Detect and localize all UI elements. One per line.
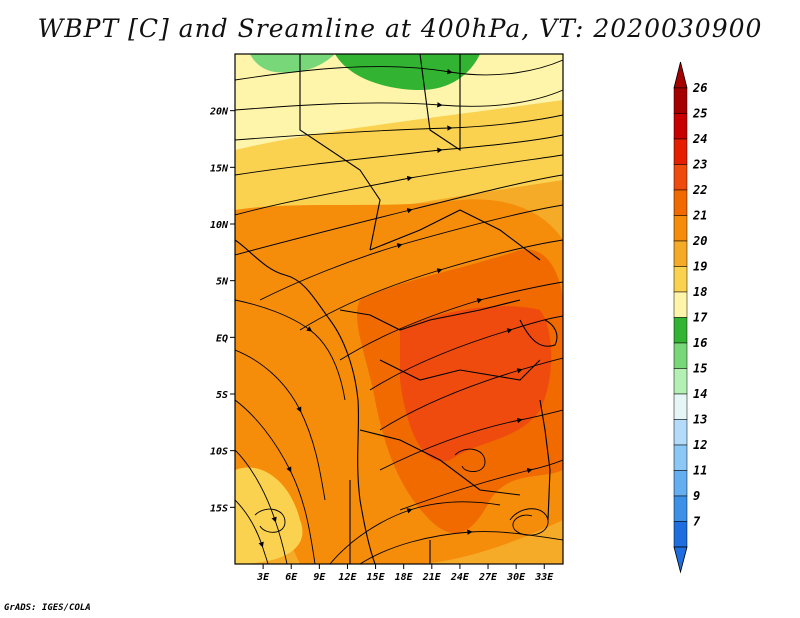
- colorbar-label: 25: [692, 107, 707, 121]
- border-line: [299, 54, 381, 251]
- streamline: [235, 114, 563, 141]
- streamline: [235, 499, 269, 564]
- map-title: WBPT [C] and Sreamline at 400hPa, VT: 20…: [37, 14, 763, 43]
- colorbar-label: 14: [693, 387, 707, 401]
- colorbar-swatch: [673, 240, 688, 267]
- coastline-west: [235, 239, 376, 564]
- colorbar-label: 9: [693, 489, 700, 503]
- streamline: [299, 239, 563, 331]
- lon-tick-label: 3E: [256, 572, 270, 583]
- colorbar-label: 18: [693, 285, 707, 299]
- colorbar-swatch: [673, 164, 688, 191]
- colorbar-label: 26: [692, 81, 707, 95]
- lon-tick-label: 30E: [506, 572, 526, 583]
- longitude-axis: 3E 6E 9E 12E 15E 18E 21E 24E 27E 30E 33E: [256, 564, 554, 583]
- colorbar-swatch: [673, 342, 688, 369]
- colorbar-label: 12: [693, 438, 707, 452]
- streamline: [235, 349, 326, 501]
- colorbar-swatch: [673, 419, 688, 446]
- streamline: [235, 399, 316, 564]
- colorbar-label: 11: [693, 464, 707, 478]
- colorbar-swatch: [673, 138, 688, 165]
- colorbar-swatch: [673, 495, 688, 522]
- colorbar-label: 19: [693, 260, 707, 274]
- streamline: [369, 315, 563, 391]
- country-borders: [235, 54, 558, 564]
- map-frame: [234, 53, 564, 565]
- colorbar-label: 17: [693, 311, 708, 325]
- field-green-north: [335, 54, 480, 90]
- colorbar-label: 15: [693, 362, 707, 376]
- colorbar-swatch: [673, 266, 688, 293]
- border-line: [359, 429, 521, 496]
- colorbar: 26 25 24 23 22 21 20 19 18 17 16 15 14 13 12 11 9 7: [673, 61, 708, 574]
- lat-tick-label: EQ: [216, 333, 228, 344]
- streamline: [235, 174, 563, 256]
- field-red-orange: [400, 306, 552, 462]
- colorbar-label: 16: [693, 336, 707, 350]
- lon-tick-label: 15E: [367, 572, 386, 583]
- lon-tick-label: 24E: [450, 572, 470, 583]
- field-light-green-north: [250, 54, 335, 73]
- colorbar-under-arrow: [673, 546, 688, 574]
- colorbar-label: 20: [692, 234, 707, 248]
- streamline: [339, 281, 563, 361]
- wbpt-shaded-field: [235, 54, 563, 564]
- streamline: [399, 459, 563, 511]
- border-line: [379, 359, 541, 381]
- lat-tick-label: 5N: [216, 277, 229, 288]
- colorbar-swatch: [673, 113, 688, 140]
- grads-credit: GrADS: IGES/COLA: [4, 603, 91, 613]
- colorbar-swatch: [673, 368, 688, 395]
- colorbar-label: 7: [693, 515, 701, 529]
- border-line: [339, 299, 521, 331]
- colorbar-label: 22: [692, 183, 707, 197]
- colorbar-label: 24: [692, 132, 707, 146]
- colorbar-label: 21: [692, 209, 707, 223]
- colorbar-swatch: [673, 215, 688, 242]
- streamline: [235, 299, 346, 401]
- colorbar-swatch: [673, 317, 688, 344]
- streamline-vortex: [454, 448, 486, 472]
- colorbar-over-arrow: [673, 61, 688, 89]
- lon-tick-label: 18E: [395, 572, 414, 583]
- lat-tick-label: 10N: [210, 220, 229, 231]
- lon-tick-label: 27E: [478, 572, 498, 583]
- lon-tick-label: 21E: [422, 572, 442, 583]
- border-line: [519, 319, 558, 347]
- streamline: [235, 449, 288, 564]
- border-line: [419, 54, 461, 152]
- streamline: [235, 59, 563, 81]
- lat-tick-label: 15N: [210, 163, 229, 174]
- colorbar-swatch: [673, 291, 688, 318]
- streamline: [235, 134, 563, 176]
- colorbar-label: 23: [692, 158, 707, 172]
- field-yellow-southwest: [235, 467, 303, 564]
- colorbar-swatch: [673, 393, 688, 420]
- lat-tick-label: 5S: [216, 390, 228, 401]
- border-line: [369, 209, 541, 261]
- latitude-axis: 20N 15N 10N 5N EQ 5S 10S 15S: [209, 107, 235, 514]
- lon-tick-label: 33E: [534, 572, 554, 583]
- lon-tick-label: 9E: [313, 572, 326, 583]
- lat-tick-label: 20N: [209, 107, 229, 118]
- colorbar-swatch: [673, 444, 688, 471]
- streamline-vortex: [254, 508, 286, 533]
- colorbar-swatch: [673, 189, 688, 216]
- streamline: [235, 89, 563, 111]
- streamline: [235, 154, 563, 216]
- border-line: [539, 399, 551, 521]
- colorbar-swatch: [673, 521, 688, 548]
- lon-tick-label: 12E: [338, 572, 357, 583]
- lon-tick-label: 6E: [285, 572, 298, 583]
- streamline: [379, 409, 563, 471]
- streamline: [379, 357, 563, 431]
- lat-tick-label: 10S: [210, 447, 228, 458]
- streamline-vortex: [509, 508, 549, 536]
- colorbar-swatch: [673, 470, 688, 497]
- colorbar-swatch: [673, 87, 688, 114]
- lat-tick-label: 15S: [210, 503, 228, 514]
- colorbar-label: 13: [693, 413, 707, 427]
